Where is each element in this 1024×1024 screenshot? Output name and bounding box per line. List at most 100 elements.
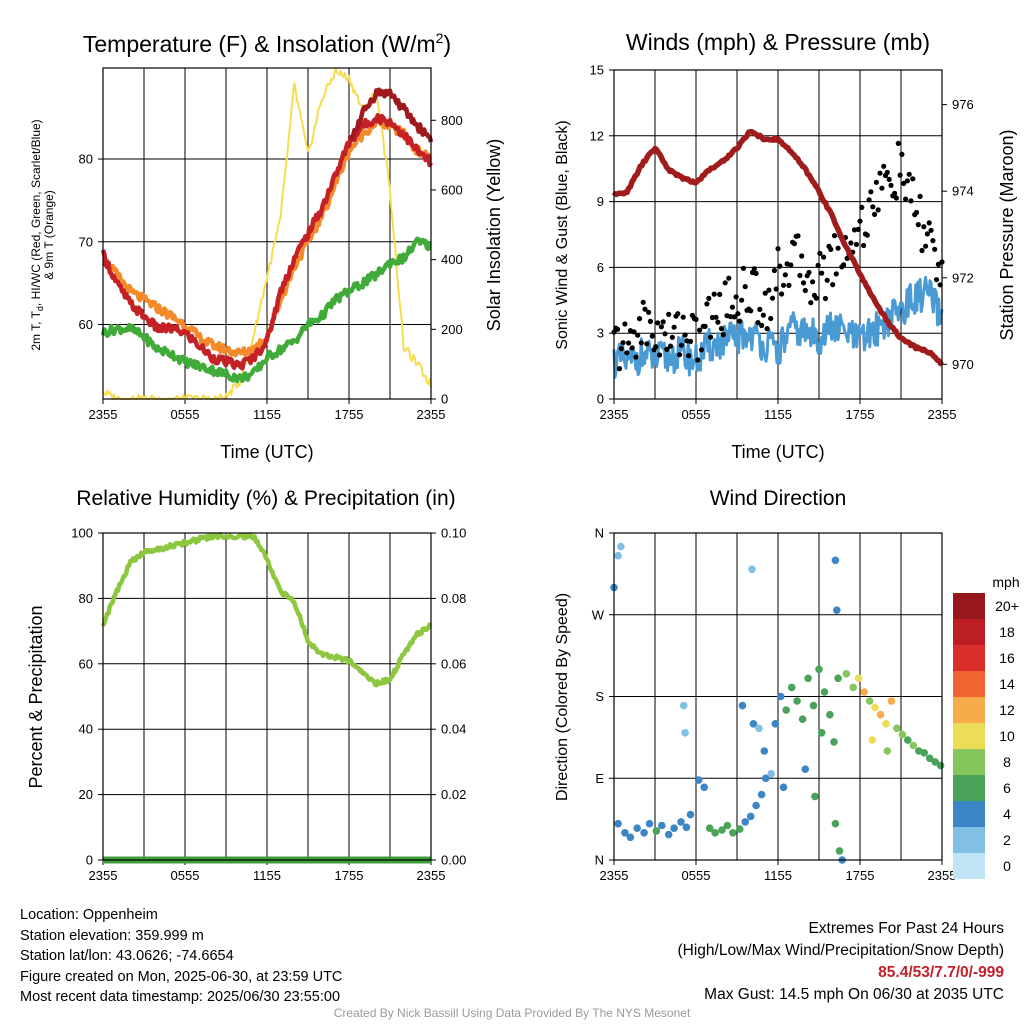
- humidity-y-tick-label: 40: [79, 722, 93, 737]
- direction-point: [893, 724, 901, 733]
- colorbar-swatch: [953, 749, 985, 775]
- direction-point: [925, 754, 934, 763]
- gust-point: [817, 250, 823, 256]
- direction-point: [621, 829, 629, 837]
- gust-point: [893, 195, 900, 201]
- gust-point: [615, 326, 621, 332]
- colorbar-swatch: [953, 827, 985, 853]
- station-latlon: Station lat/lon: 43.0626; -74.6654: [20, 948, 234, 964]
- direction-x-tick-label: 1155: [764, 868, 792, 883]
- direction-point: [835, 847, 844, 855]
- direction-point: [760, 747, 769, 755]
- humidity-right-y-tick-label: 0.06: [441, 656, 466, 671]
- direction-point: [682, 823, 691, 832]
- colorbar-swatch: [953, 801, 985, 827]
- gust-point: [720, 332, 726, 338]
- gust-point: [908, 198, 914, 204]
- temperature-right-y-tick-label: 200: [441, 322, 463, 337]
- direction-point: [645, 819, 654, 828]
- direction-point: [931, 758, 939, 766]
- direction-point: [749, 720, 758, 728]
- figure-created: Figure created on Mon, 2025-06-30, at 23…: [20, 968, 343, 985]
- gust-point: [888, 182, 894, 188]
- gust-point: [915, 222, 921, 228]
- winds-xlabel: Time (UTC): [731, 442, 824, 462]
- gust-point: [930, 238, 936, 244]
- gust-point: [932, 246, 938, 252]
- gust-point: [739, 297, 745, 303]
- gust-point: [740, 265, 747, 271]
- gust-point: [791, 241, 798, 247]
- gust-point: [833, 271, 839, 277]
- max-gust: Max Gust: 14.5 mph On 06/30 at 2035 UTC: [704, 986, 1004, 1003]
- direction-x-tick-label: 0555: [682, 868, 711, 883]
- gust-point: [824, 277, 830, 283]
- direction-point: [833, 606, 841, 614]
- direction-point: [842, 670, 851, 678]
- direction-point: [679, 701, 688, 710]
- gust-point: [695, 357, 701, 363]
- direction-point: [909, 741, 918, 750]
- colorbar-swatch: [953, 853, 985, 879]
- direction-point: [614, 551, 622, 560]
- direction-point: [617, 542, 625, 551]
- direction-scatter-points: [610, 542, 945, 864]
- temperature-panel-title: Temperature (F) & Insolation (W/m2): [83, 30, 451, 57]
- gust-point: [802, 287, 808, 294]
- gust-point: [866, 197, 872, 203]
- gust-point: [647, 318, 654, 324]
- gust-point: [657, 352, 663, 358]
- gust-point: [680, 314, 686, 320]
- gust-point: [636, 316, 643, 322]
- winds-ylabel-left: Sonic Wind & Gust (Blue, Black): [554, 120, 571, 349]
- humidity-right-y-tick-label: 0.04: [441, 722, 466, 737]
- gust-point: [642, 306, 648, 312]
- gust-point: [848, 240, 854, 246]
- gust-point: [800, 280, 807, 286]
- gust-point: [629, 345, 635, 351]
- colorbar-label: 2: [1003, 832, 1011, 848]
- temperature-x-tick-label: 2355: [417, 407, 446, 422]
- direction-point: [652, 827, 661, 835]
- gust-point: [873, 179, 880, 185]
- direction-point: [830, 738, 838, 746]
- gust-point: [828, 246, 834, 252]
- gust-point: [626, 340, 632, 346]
- direction-point: [882, 720, 890, 728]
- temperature-series-dewpoint: [100, 236, 432, 384]
- direction-point: [798, 715, 807, 723]
- gust-point: [722, 280, 728, 286]
- colorbar-label: 16: [999, 650, 1015, 666]
- temperature-x-tick-label: 0555: [171, 407, 200, 422]
- direction-point: [640, 829, 648, 837]
- direction-point: [681, 729, 689, 737]
- humidity-y-tick-label: 80: [79, 591, 93, 606]
- colorbar-label: 6: [1003, 780, 1011, 796]
- gust-point: [678, 342, 685, 348]
- gust-point: [697, 327, 703, 333]
- direction-point: [876, 710, 885, 719]
- gust-point: [631, 329, 637, 335]
- direction-point: [811, 792, 819, 801]
- direction-point: [782, 706, 790, 714]
- temperature-xlabel: Time (UTC): [220, 442, 313, 462]
- gust-point: [773, 286, 779, 292]
- direction-point: [831, 819, 840, 828]
- gust-point: [895, 140, 901, 146]
- winds-series-pressure: [611, 128, 944, 367]
- humidity-right-y-tick-label: 0.08: [441, 591, 466, 606]
- humidity-x-tick-label: 1155: [253, 868, 281, 883]
- temperature-right-y-tick-label: 800: [441, 113, 463, 128]
- winds-y-tick-label: 9: [597, 194, 604, 209]
- direction-point: [735, 825, 744, 833]
- gust-point: [899, 151, 905, 157]
- gust-point: [717, 291, 723, 297]
- gust-point: [764, 326, 770, 332]
- direction-y-tick-label: N: [595, 853, 604, 868]
- temperature-right-y-tick-label: 600: [441, 182, 463, 197]
- gust-point: [653, 344, 659, 350]
- gust-point: [755, 320, 761, 326]
- direction-ylabel-left: Direction (Colored By Speed): [554, 593, 571, 801]
- direction-point: [809, 701, 818, 710]
- gust-point: [735, 311, 741, 317]
